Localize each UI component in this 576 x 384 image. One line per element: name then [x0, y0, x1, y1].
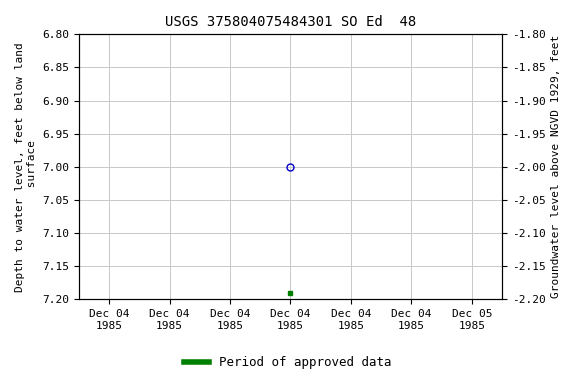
Title: USGS 375804075484301 SO Ed  48: USGS 375804075484301 SO Ed 48	[165, 15, 416, 29]
Y-axis label: Depth to water level, feet below land
 surface: Depth to water level, feet below land su…	[15, 42, 37, 292]
Legend: Period of approved data: Period of approved data	[179, 351, 397, 374]
Y-axis label: Groundwater level above NGVD 1929, feet: Groundwater level above NGVD 1929, feet	[551, 35, 561, 298]
